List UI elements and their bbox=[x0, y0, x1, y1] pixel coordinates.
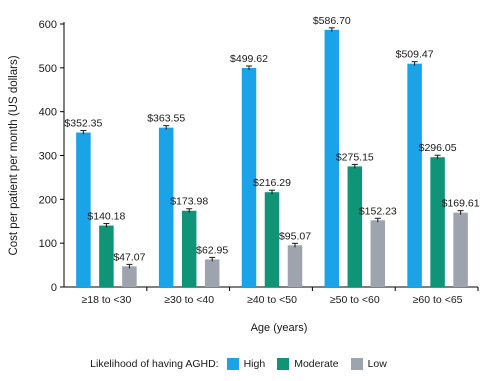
bar-moderate bbox=[181, 210, 197, 287]
data-label: $47.07 bbox=[113, 251, 145, 263]
data-label: $169.61 bbox=[442, 198, 480, 210]
bar-low bbox=[370, 220, 386, 287]
data-label: $152.23 bbox=[359, 205, 397, 217]
bar-moderate bbox=[99, 225, 114, 287]
bar-high bbox=[158, 127, 174, 287]
x-axis-label: Age (years) bbox=[251, 322, 308, 334]
y-tick-label: 200 bbox=[39, 194, 57, 206]
data-label: $173.98 bbox=[170, 196, 208, 208]
y-tick-label: 500 bbox=[39, 63, 57, 75]
x-tick-label: ≥30 to <40 bbox=[164, 294, 214, 306]
data-label: $296.05 bbox=[419, 142, 457, 154]
bar-low bbox=[122, 266, 137, 287]
legend-item-low: Low bbox=[350, 358, 387, 370]
legend-item-moderate: Moderate bbox=[277, 358, 339, 370]
data-label: $140.18 bbox=[87, 211, 125, 223]
y-tick-label: 400 bbox=[39, 107, 57, 119]
data-label: $352.35 bbox=[64, 118, 102, 130]
legend-swatch-low bbox=[350, 358, 363, 370]
legend-label-high: High bbox=[243, 358, 266, 370]
bar-low bbox=[204, 259, 220, 287]
legend-swatch-high bbox=[226, 358, 239, 370]
legend: Likelihood of having AGHD: High Moderate… bbox=[0, 358, 489, 370]
x-tick-label: ≥40 to <50 bbox=[247, 294, 297, 306]
bar-moderate bbox=[264, 192, 280, 287]
data-label: $363.55 bbox=[147, 113, 185, 125]
legend-swatch-moderate bbox=[277, 358, 290, 370]
data-label: $499.62 bbox=[230, 53, 268, 65]
legend-label-low: Low bbox=[367, 358, 387, 370]
bar-high bbox=[241, 67, 257, 287]
data-label: $586.70 bbox=[313, 15, 351, 27]
data-label: $275.15 bbox=[336, 151, 374, 163]
y-tick-label: 100 bbox=[39, 238, 57, 250]
bar-low bbox=[453, 212, 468, 287]
bar-high bbox=[407, 63, 422, 288]
x-tick-label: ≥50 to <60 bbox=[330, 294, 380, 306]
legend-label-moderate: Moderate bbox=[294, 358, 339, 370]
data-label: $62.95 bbox=[196, 244, 228, 256]
x-tick-label: ≥60 to <65 bbox=[413, 294, 463, 306]
y-tick-label: 600 bbox=[39, 19, 57, 31]
y-tick-label: 300 bbox=[39, 151, 57, 163]
data-label: $509.47 bbox=[396, 49, 434, 61]
bar-moderate bbox=[347, 166, 363, 287]
bar-high bbox=[76, 132, 91, 287]
legend-item-high: High bbox=[226, 358, 266, 370]
bar-high bbox=[324, 29, 340, 287]
bar-low bbox=[287, 245, 303, 287]
data-label: $216.29 bbox=[253, 177, 291, 189]
bar-moderate bbox=[430, 157, 445, 287]
data-label: $95.07 bbox=[279, 230, 311, 242]
legend-title: Likelihood of having AGHD: bbox=[90, 358, 219, 370]
y-tick-label: 0 bbox=[51, 282, 57, 294]
y-axis-label: Cost per patient per month (US dollars) bbox=[8, 55, 20, 255]
x-tick-label: ≥18 to <30 bbox=[81, 294, 131, 306]
